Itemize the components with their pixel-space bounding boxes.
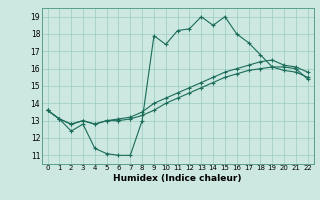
X-axis label: Humidex (Indice chaleur): Humidex (Indice chaleur) [113, 174, 242, 183]
